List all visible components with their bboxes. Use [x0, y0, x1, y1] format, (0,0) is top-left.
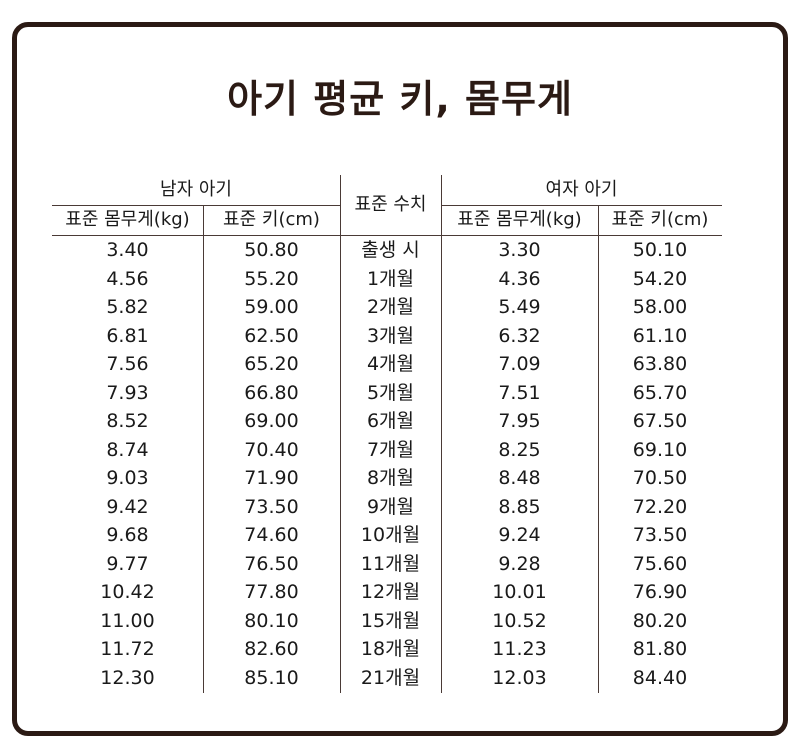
cell-boy-height: 80.10 [244, 609, 299, 632]
boy-weight-header: 표준 몸무게(kg) [65, 209, 190, 230]
cell-girl-height: 67.50 [632, 410, 688, 432]
cell-boy-weight: 5.82 [106, 296, 149, 318]
page-title: 아기 평균 키, 몸무게 [227, 77, 573, 121]
cell-age: 11개월 [360, 552, 421, 575]
cell-girl-weight: 12.03 [492, 666, 547, 689]
cell-girl-height: 84.40 [632, 666, 688, 689]
cell-boy-weight: 4.56 [106, 267, 149, 290]
cell-boy-weight: 8.74 [106, 438, 149, 461]
cell-boy-height: 71.90 [244, 467, 299, 489]
cell-girl-weight: 8.85 [498, 495, 541, 518]
column-divider [340, 175, 341, 693]
cell-girl-weight: 10.01 [492, 581, 547, 603]
cell-age: 1개월 [366, 267, 415, 290]
header-bottom-line [52, 235, 722, 236]
cell-girl-weight: 11.23 [492, 638, 547, 660]
cell-boy-height: 77.80 [244, 581, 299, 603]
cell-boy-height: 73.50 [244, 495, 299, 518]
cell-girl-weight: 7.09 [498, 353, 541, 375]
cell-age: 출생 시 [361, 239, 420, 261]
cell-boy-weight: 9.77 [106, 552, 149, 575]
cell-age: 12개월 [360, 581, 421, 603]
cell-girl-height: 65.70 [632, 381, 688, 404]
cell-boy-weight: 11.72 [100, 638, 155, 660]
cell-boy-weight: 6.81 [106, 324, 149, 347]
cell-girl-weight: 10.52 [492, 609, 547, 632]
cell-boy-weight: 8.52 [106, 410, 149, 432]
cell-girl-weight: 8.48 [498, 467, 541, 489]
cell-girl-height: 63.80 [632, 353, 688, 375]
cell-boy-height: 85.10 [244, 666, 299, 689]
cell-boy-weight: 7.56 [106, 353, 149, 375]
cell-boy-weight: 12.30 [100, 666, 155, 689]
cell-age: 8개월 [366, 467, 415, 489]
cell-boy-height: 62.50 [244, 324, 299, 347]
cell-girl-weight: 8.25 [498, 438, 541, 461]
cell-girl-height: 70.50 [632, 467, 688, 489]
cell-girl-weight: 3.30 [498, 239, 541, 261]
cell-girl-height: 72.20 [632, 495, 688, 518]
cell-boy-weight: 3.40 [106, 239, 149, 261]
cell-girl-height: 58.00 [632, 296, 688, 318]
cell-boy-height: 82.60 [244, 638, 299, 660]
cell-boy-weight: 9.42 [106, 495, 149, 518]
header-divider [52, 205, 340, 206]
cell-girl-weight: 9.28 [498, 552, 541, 575]
card-frame [12, 22, 788, 736]
cell-age: 9개월 [366, 495, 415, 518]
cell-girl-weight: 9.24 [498, 524, 541, 546]
cell-girl-height: 76.90 [632, 581, 688, 603]
cell-girl-height: 61.10 [632, 324, 688, 347]
cell-girl-weight: 7.95 [498, 410, 541, 432]
baby-growth-table: 남자 아기 여자 아기 표준 수치 표준 몸무게(kg) 표준 키(cm) 표준… [52, 175, 722, 695]
cell-age: 6개월 [366, 410, 415, 432]
cell-girl-height: 50.10 [632, 239, 688, 261]
cell-age: 21개월 [360, 666, 421, 689]
header-divider [441, 205, 722, 206]
boy-group-header: 남자 아기 [160, 179, 232, 200]
cell-girl-height: 73.50 [632, 524, 688, 546]
column-divider [203, 205, 204, 693]
cell-girl-height: 81.80 [632, 638, 688, 660]
cell-girl-weight: 4.36 [498, 267, 541, 290]
cell-boy-height: 70.40 [244, 438, 299, 461]
cell-boy-weight: 10.42 [100, 581, 155, 603]
cell-boy-weight: 7.93 [106, 381, 149, 404]
cell-boy-weight: 9.68 [106, 524, 149, 546]
cell-boy-height: 50.80 [244, 239, 299, 261]
cell-age: 7개월 [366, 438, 415, 461]
cell-boy-height: 66.80 [244, 381, 299, 404]
cell-boy-height: 76.50 [244, 552, 299, 575]
cell-age: 18개월 [360, 638, 421, 660]
cell-boy-height: 65.20 [244, 353, 299, 375]
cell-girl-weight: 5.49 [498, 296, 541, 318]
cell-boy-height: 55.20 [244, 267, 299, 290]
cell-age: 15개월 [360, 609, 421, 632]
cell-boy-height: 59.00 [244, 296, 299, 318]
cell-girl-weight: 7.51 [498, 381, 541, 404]
cell-girl-height: 75.60 [632, 552, 688, 575]
cell-girl-height: 80.20 [632, 609, 688, 632]
column-divider [598, 205, 599, 693]
cell-boy-height: 74.60 [244, 524, 299, 546]
girl-group-header: 여자 아기 [545, 179, 618, 200]
girl-weight-header: 표준 몸무게(kg) [457, 209, 582, 230]
cell-boy-height: 69.00 [244, 410, 299, 432]
cell-girl-height: 54.20 [632, 267, 688, 290]
standard-header: 표준 수치 [354, 194, 427, 215]
cell-age: 4개월 [366, 353, 415, 375]
cell-age: 5개월 [366, 381, 415, 404]
cell-age: 2개월 [366, 296, 415, 318]
cell-boy-weight: 9.03 [106, 467, 149, 489]
cell-girl-height: 69.10 [632, 438, 688, 461]
cell-age: 10개월 [360, 524, 421, 546]
girl-height-header: 표준 키(cm) [611, 209, 709, 230]
cell-girl-weight: 6.32 [498, 324, 541, 347]
cell-age: 3개월 [366, 324, 415, 347]
cell-boy-weight: 11.00 [100, 609, 155, 632]
column-divider [441, 175, 442, 693]
boy-height-header: 표준 키(cm) [223, 209, 320, 230]
